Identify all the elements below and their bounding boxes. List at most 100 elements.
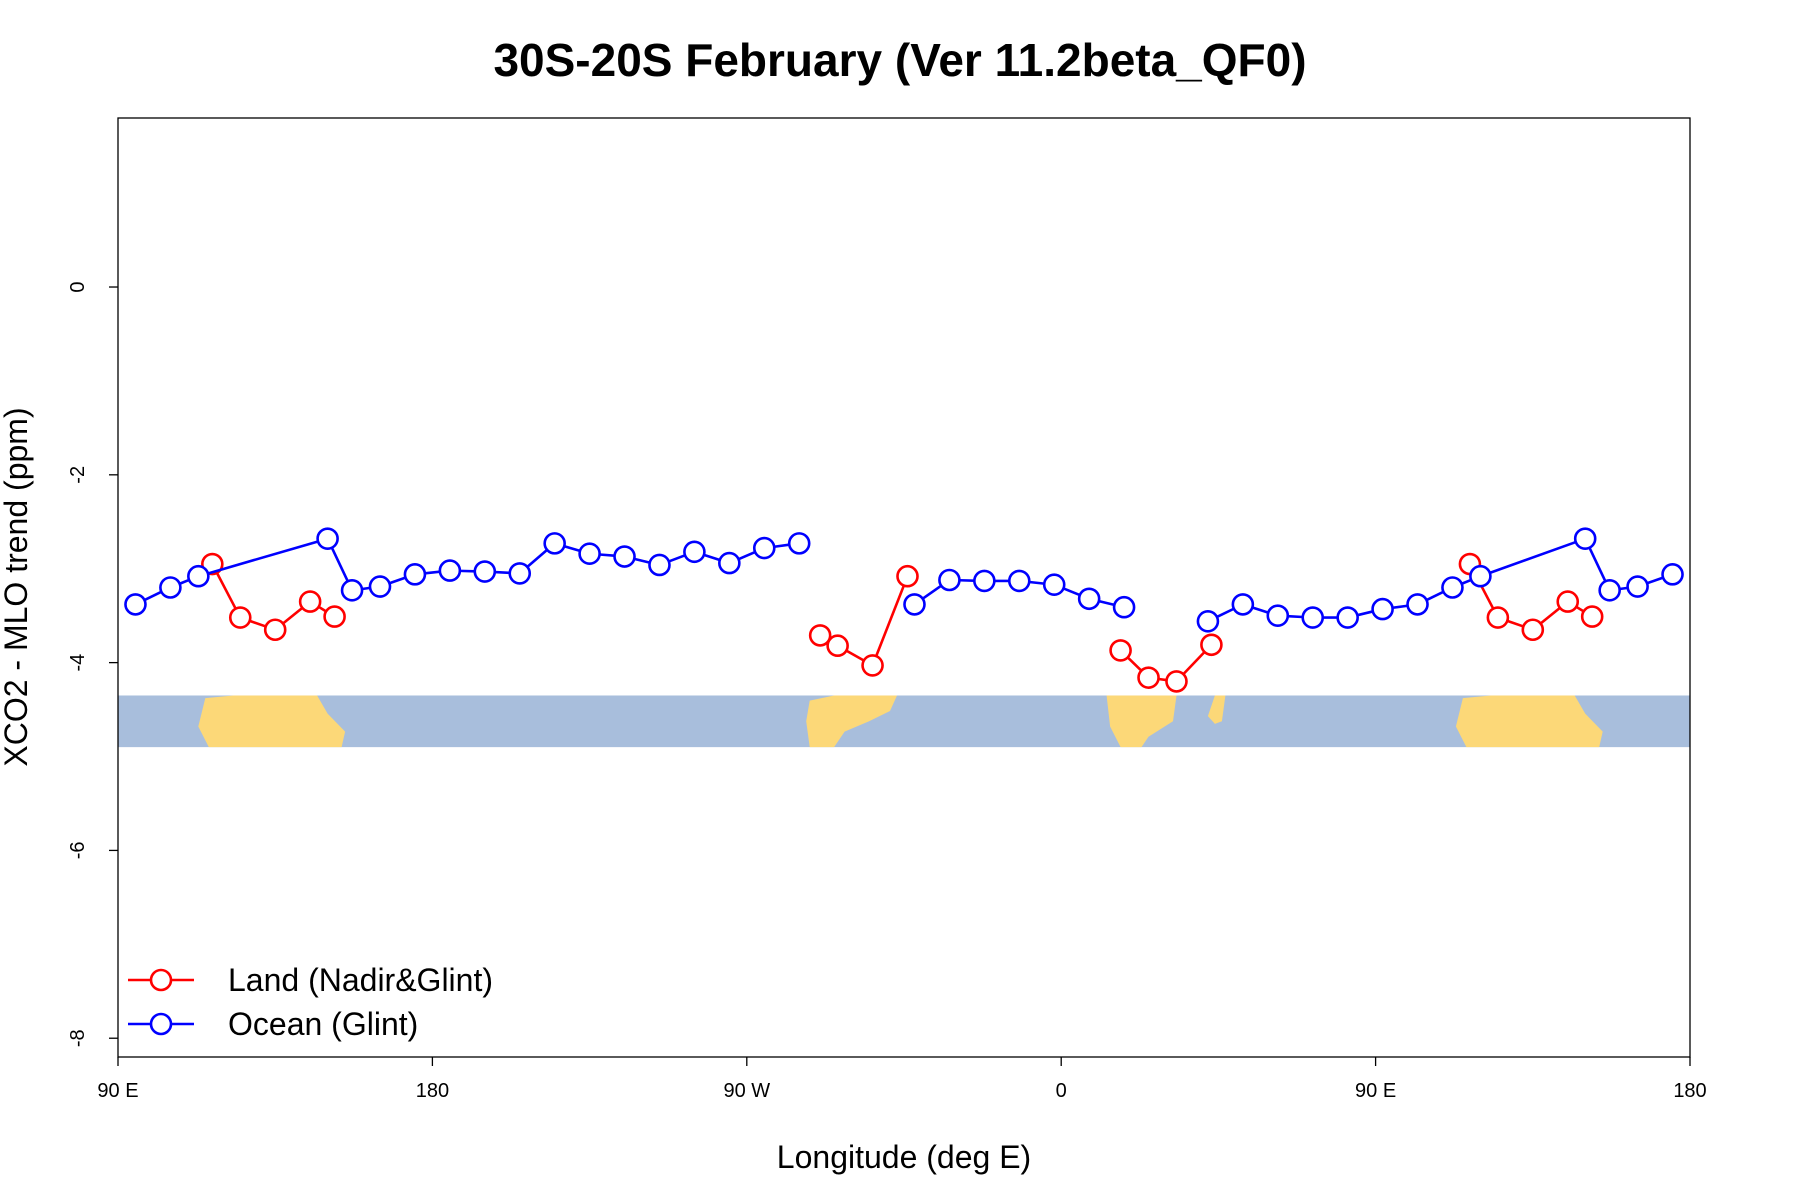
data-point: [1469, 564, 1492, 588]
series-line-segment: [633, 557, 651, 564]
series-line-segment: [1461, 578, 1472, 585]
x-tick-label: 0: [1056, 1080, 1067, 1102]
data-point: [938, 568, 961, 592]
chart-title: 30S-20S February (Ver 11.2beta_QF0): [493, 34, 1306, 86]
series-line-segment: [1126, 656, 1143, 672]
map-land-madagascar: [1207, 695, 1226, 724]
series-line-segment: [330, 547, 349, 582]
legend-marker: [149, 968, 173, 992]
data-point: [1441, 576, 1464, 599]
data-point: [1573, 527, 1597, 550]
data-point: [403, 563, 427, 586]
data-point: [1200, 633, 1223, 657]
map-land-australia-right: [1455, 695, 1603, 748]
data-point: [508, 562, 532, 585]
series-line-segment: [1619, 586, 1628, 591]
series-line-segment: [738, 550, 756, 561]
data-point: [438, 559, 462, 582]
x-axis-label: Longitude (deg E): [777, 1139, 1031, 1175]
series-line-segment: [215, 572, 237, 610]
data-point: [1196, 610, 1220, 633]
series-line-segment: [1158, 677, 1167, 682]
series-line-segment: [1425, 590, 1445, 602]
y-tick-label: -2: [67, 466, 89, 484]
series-line-segment: [1357, 610, 1374, 617]
series-line-segment: [774, 543, 790, 549]
series-line-segment: [526, 548, 548, 568]
x-tick-label: 90 W: [723, 1080, 770, 1102]
data-point: [1336, 606, 1359, 629]
data-point: [787, 532, 811, 555]
data-point: [1556, 590, 1580, 613]
data-point: [1626, 575, 1649, 598]
series-line-segment: [1575, 605, 1585, 613]
series-line-segment: [921, 584, 942, 600]
x-tick-label: 180: [1673, 1080, 1706, 1102]
data-point: [263, 618, 287, 642]
data-point: [323, 605, 346, 628]
series-line-segment: [1539, 606, 1561, 625]
data-point: [1598, 579, 1621, 602]
data-point: [1231, 593, 1255, 616]
data-point: [1112, 595, 1136, 619]
data-point: [1007, 569, 1031, 593]
x-tick-label: 90 E: [1355, 1080, 1396, 1102]
map-ocean: [118, 695, 1690, 748]
series-layer: [124, 527, 1684, 693]
series-line-segment: [1588, 547, 1607, 582]
plot-frame: [117, 117, 1691, 1058]
data-point: [1109, 639, 1132, 662]
data-point: [1077, 587, 1101, 611]
data-point: [718, 551, 741, 575]
data-point: [973, 569, 996, 593]
series-line-segment: [668, 554, 686, 563]
data-point: [613, 545, 636, 568]
series-1: [124, 527, 1684, 633]
y-axis-label: XCO2 - MLO trend (ppm): [0, 407, 34, 766]
data-point: [1580, 605, 1604, 628]
legend-marker: [149, 1012, 173, 1036]
data-point: [1371, 597, 1394, 621]
data-point: [368, 575, 392, 598]
data-point: [340, 579, 364, 602]
data-point: [903, 593, 926, 616]
map-land-africa: [1106, 695, 1177, 748]
data-point: [896, 564, 919, 588]
series-line-segment: [143, 590, 162, 602]
series-line-segment: [845, 649, 865, 662]
data-point: [187, 564, 210, 588]
data-point: [1301, 606, 1325, 629]
data-point: [228, 606, 252, 629]
series-line-segment: [282, 606, 304, 625]
data-point: [1521, 618, 1545, 642]
data-point: [1137, 666, 1160, 689]
series-line-segment: [1392, 604, 1408, 610]
data-point: [159, 576, 182, 599]
legend-label: Ocean (Glint): [228, 1006, 418, 1042]
data-point: [1406, 593, 1429, 616]
series-line-segment: [1251, 606, 1269, 614]
y-tick-label: -4: [67, 654, 89, 672]
y-axis: 0 -2 -4 -6 -8: [67, 281, 118, 1047]
x-tick-label: 180: [416, 1080, 449, 1102]
series-line-segment: [207, 540, 319, 575]
data-point: [861, 654, 884, 677]
series-line-segment: [179, 578, 190, 585]
x-axis: 90 E 180 90 W 0 90 E 180: [97, 1057, 1707, 1102]
series-line-segment: [424, 570, 441, 575]
data-point: [752, 536, 776, 560]
series-line-segment: [1216, 607, 1235, 619]
data-point: [124, 593, 147, 616]
y-tick-label: -8: [67, 1029, 89, 1047]
data-point: [543, 532, 566, 555]
data-point: [683, 540, 706, 564]
series-line-segment: [1029, 580, 1045, 585]
series-line-segment: [1287, 614, 1303, 619]
series-line-segment: [361, 586, 371, 591]
series-line-segment: [1098, 599, 1115, 607]
series-line-segment: [494, 570, 510, 575]
data-point: [473, 560, 497, 583]
series-line-segment: [317, 605, 327, 613]
series-line-segment: [1182, 651, 1206, 676]
